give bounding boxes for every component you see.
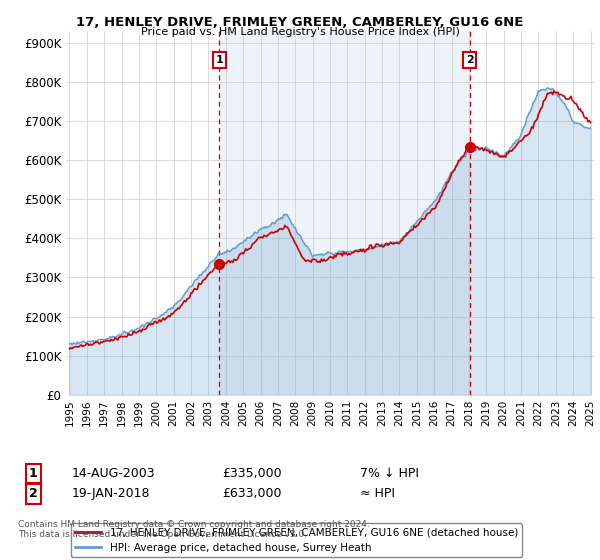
Legend: 17, HENLEY DRIVE, FRIMLEY GREEN, CAMBERLEY, GU16 6NE (detached house), HPI: Aver: 17, HENLEY DRIVE, FRIMLEY GREEN, CAMBERL… xyxy=(71,524,522,557)
Text: Contains HM Land Registry data © Crown copyright and database right 2024.
This d: Contains HM Land Registry data © Crown c… xyxy=(18,520,370,539)
Text: 19-JAN-2018: 19-JAN-2018 xyxy=(72,487,151,501)
Text: Price paid vs. HM Land Registry's House Price Index (HPI): Price paid vs. HM Land Registry's House … xyxy=(140,27,460,37)
Bar xyxy=(219,31,470,395)
Text: 17, HENLEY DRIVE, FRIMLEY GREEN, CAMBERLEY, GU16 6NE: 17, HENLEY DRIVE, FRIMLEY GREEN, CAMBERL… xyxy=(76,16,524,29)
Text: 7% ↓ HPI: 7% ↓ HPI xyxy=(360,466,419,480)
Text: 1: 1 xyxy=(215,55,223,65)
Text: £633,000: £633,000 xyxy=(222,487,281,501)
Text: 2: 2 xyxy=(29,487,37,501)
Text: £335,000: £335,000 xyxy=(222,466,281,480)
Text: ≈ HPI: ≈ HPI xyxy=(360,487,395,501)
Text: 1: 1 xyxy=(29,466,37,480)
Text: 14-AUG-2003: 14-AUG-2003 xyxy=(72,466,155,480)
Text: 2: 2 xyxy=(466,55,473,65)
